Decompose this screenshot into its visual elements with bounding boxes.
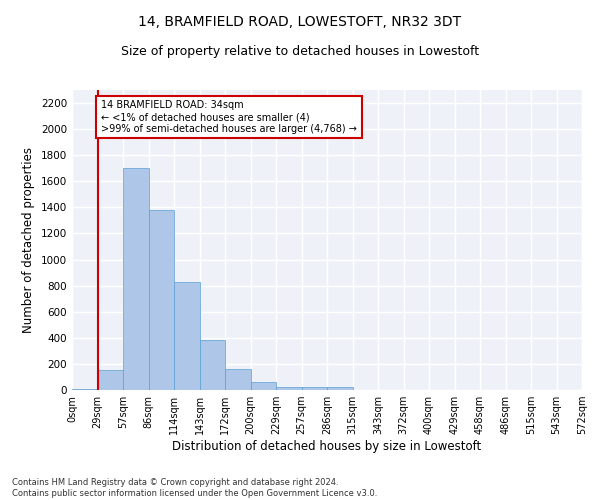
Bar (149, 210, 174, 390)
Bar (123, 168, 149, 390)
Bar (327, 388, 353, 390)
Text: Size of property relative to detached houses in Lowestoft: Size of property relative to detached ho… (121, 45, 479, 58)
Bar (251, 382, 276, 390)
Bar (97, 370, 123, 390)
X-axis label: Distribution of detached houses by size in Lowestoft: Distribution of detached houses by size … (172, 440, 482, 453)
Text: 14 BRAMFIELD ROAD: 34sqm
← <1% of detached houses are smaller (4)
>99% of semi-d: 14 BRAMFIELD ROAD: 34sqm ← <1% of detach… (101, 100, 357, 134)
Bar (225, 369, 251, 390)
Bar (174, 282, 199, 390)
Bar (199, 340, 225, 390)
Y-axis label: Number of detached properties: Number of detached properties (22, 147, 35, 333)
Bar (302, 388, 327, 390)
Bar (276, 388, 302, 390)
Text: Contains HM Land Registry data © Crown copyright and database right 2024.
Contai: Contains HM Land Registry data © Crown c… (12, 478, 377, 498)
Text: 14, BRAMFIELD ROAD, LOWESTOFT, NR32 3DT: 14, BRAMFIELD ROAD, LOWESTOFT, NR32 3DT (139, 15, 461, 29)
